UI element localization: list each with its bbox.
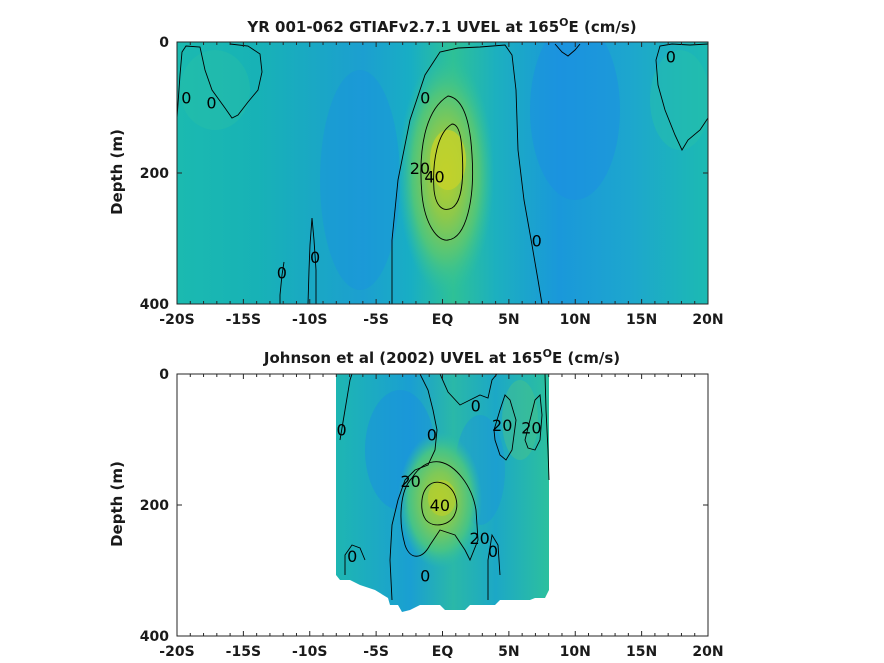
contour-zero-deep-a xyxy=(344,544,366,575)
surface-patch-east xyxy=(650,50,708,150)
contour-zero-east xyxy=(544,374,550,481)
contour-label: 0 xyxy=(420,89,430,108)
x-tick-label: -15S xyxy=(226,312,261,328)
x-tick-label: EQ xyxy=(432,644,454,660)
contour-label: 0 xyxy=(427,425,437,444)
contour-zero-deep-a xyxy=(279,261,285,304)
y-tick-label: 200 xyxy=(140,166,169,182)
heatmap-field xyxy=(336,374,549,612)
x-tick-label: -15S xyxy=(226,644,261,660)
ncc-patch xyxy=(502,380,538,460)
x-tick-label: -20S xyxy=(159,644,194,660)
contour-label: 0 xyxy=(471,396,481,415)
x-tick-label: -10S xyxy=(292,312,327,328)
contour-label: 20 xyxy=(521,419,541,438)
x-tick-label: 15N xyxy=(626,644,657,660)
chart-panel-observations: Johnson et al (2002) UVEL at 165OE (cm/s… xyxy=(108,347,724,660)
x-tick-label: -20S xyxy=(159,312,194,328)
contour-twenty-n1 xyxy=(493,394,517,461)
contour-zero-deep-b xyxy=(487,533,501,600)
contour-forty xyxy=(433,123,464,210)
x-tick-label: 20N xyxy=(692,312,723,328)
x-tick-label: 10N xyxy=(560,312,591,328)
x-tick-label: 10N xyxy=(560,644,591,660)
y-axis-label: Depth (m) xyxy=(108,129,126,215)
x-axis: -20S -15S -10S -5S EQ 5N 10N 15N 20N xyxy=(159,42,724,328)
x-tick-label: 5N xyxy=(498,312,519,328)
contour-zero-a xyxy=(339,374,353,441)
contour-zero-east xyxy=(655,43,708,151)
contour-twenty xyxy=(400,461,479,562)
jet-core xyxy=(428,480,456,516)
x-tick-label: 15N xyxy=(626,312,657,328)
x-tick-label: -5S xyxy=(363,644,389,660)
contour-twenty xyxy=(420,95,473,241)
contour-label: 0 xyxy=(181,89,191,108)
contour-twenty-n2 xyxy=(524,394,543,451)
contour-zero-surface xyxy=(439,374,498,406)
contour-label: 20 xyxy=(492,416,512,435)
y-tick-label: 400 xyxy=(140,629,169,645)
contour-forty xyxy=(421,481,458,526)
surface-patch-west xyxy=(180,50,250,130)
contour-label: 0 xyxy=(666,47,676,66)
contour-zero-deep-b xyxy=(307,217,317,304)
y-axis-label: Depth (m) xyxy=(108,461,126,547)
contour-label: 0 xyxy=(532,231,542,250)
contour-label: 40 xyxy=(424,167,444,186)
contour-label: 20 xyxy=(400,472,420,491)
contour-label: 20 xyxy=(469,529,489,548)
x-tick-label: 20N xyxy=(692,644,723,660)
contour-lines xyxy=(177,43,708,304)
y-tick-label: 400 xyxy=(140,297,169,313)
contour-zero-central xyxy=(391,44,543,304)
contour-label: 0 xyxy=(277,264,287,283)
contour-label: 0 xyxy=(347,547,357,566)
x-tick-label: -5S xyxy=(363,312,389,328)
contour-label: 0 xyxy=(420,567,430,586)
jet-core xyxy=(430,130,466,190)
contour-zero-west xyxy=(177,43,263,119)
chart-title: YR 001-062 GTIAFv2.7.1 UVEL at 165OE (cm… xyxy=(246,16,636,36)
heatmap-field xyxy=(177,42,708,304)
y-tick-label: 0 xyxy=(159,35,169,51)
x-tick-label: EQ xyxy=(432,312,454,328)
y-tick-label: 200 xyxy=(140,498,169,514)
contour-label: 20 xyxy=(410,159,430,178)
contour-label: 0 xyxy=(488,542,498,561)
westward-core-north xyxy=(530,42,620,200)
contour-label: 0 xyxy=(310,248,320,267)
x-tick-label: 5N xyxy=(498,644,519,660)
westward-core-south xyxy=(320,70,400,290)
x-tick-label: -10S xyxy=(292,644,327,660)
contour-label: 0 xyxy=(337,421,347,440)
chart-panel-model: YR 001-062 GTIAFv2.7.1 UVEL at 165OE (cm… xyxy=(108,16,724,328)
chart-title: Johnson et al (2002) UVEL at 165OE (cm/s… xyxy=(263,347,620,367)
y-tick-label: 0 xyxy=(159,367,169,383)
x-axis: -20S -15S -10S -5S EQ 5N 10N 15N 20N xyxy=(159,374,724,660)
contour-zero-surface xyxy=(554,43,581,57)
contour-label: 0 xyxy=(206,93,216,112)
contour-lines xyxy=(339,374,550,601)
contour-label: 40 xyxy=(430,496,450,515)
